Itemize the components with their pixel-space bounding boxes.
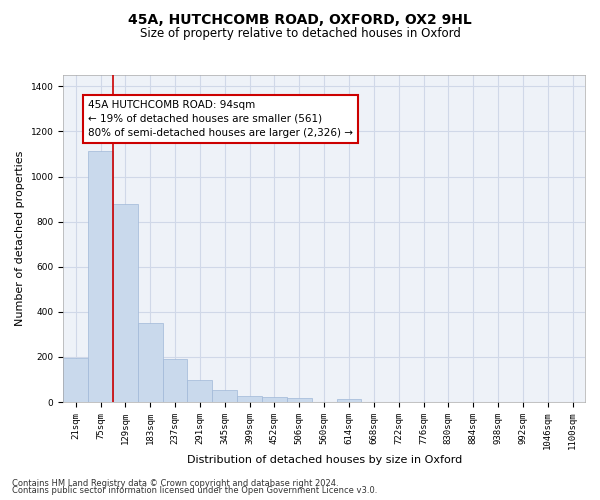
- Bar: [237, 396, 262, 402]
- Bar: [337, 398, 361, 402]
- Bar: [187, 380, 212, 402]
- Bar: [287, 398, 312, 402]
- Text: Contains HM Land Registry data © Crown copyright and database right 2024.: Contains HM Land Registry data © Crown c…: [12, 478, 338, 488]
- Text: Contains public sector information licensed under the Open Government Licence v3: Contains public sector information licen…: [12, 486, 377, 495]
- Bar: [113, 204, 138, 402]
- Bar: [212, 390, 237, 402]
- X-axis label: Distribution of detached houses by size in Oxford: Distribution of detached houses by size …: [187, 455, 462, 465]
- Text: Size of property relative to detached houses in Oxford: Size of property relative to detached ho…: [140, 28, 460, 40]
- Text: 45A, HUTCHCOMB ROAD, OXFORD, OX2 9HL: 45A, HUTCHCOMB ROAD, OXFORD, OX2 9HL: [128, 12, 472, 26]
- Bar: [262, 397, 287, 402]
- Bar: [138, 323, 163, 402]
- Bar: [63, 358, 88, 402]
- Text: 45A HUTCHCOMB ROAD: 94sqm
← 19% of detached houses are smaller (561)
80% of semi: 45A HUTCHCOMB ROAD: 94sqm ← 19% of detac…: [88, 100, 353, 138]
- Bar: [163, 359, 187, 402]
- Y-axis label: Number of detached properties: Number of detached properties: [15, 151, 25, 326]
- Bar: [88, 150, 113, 402]
